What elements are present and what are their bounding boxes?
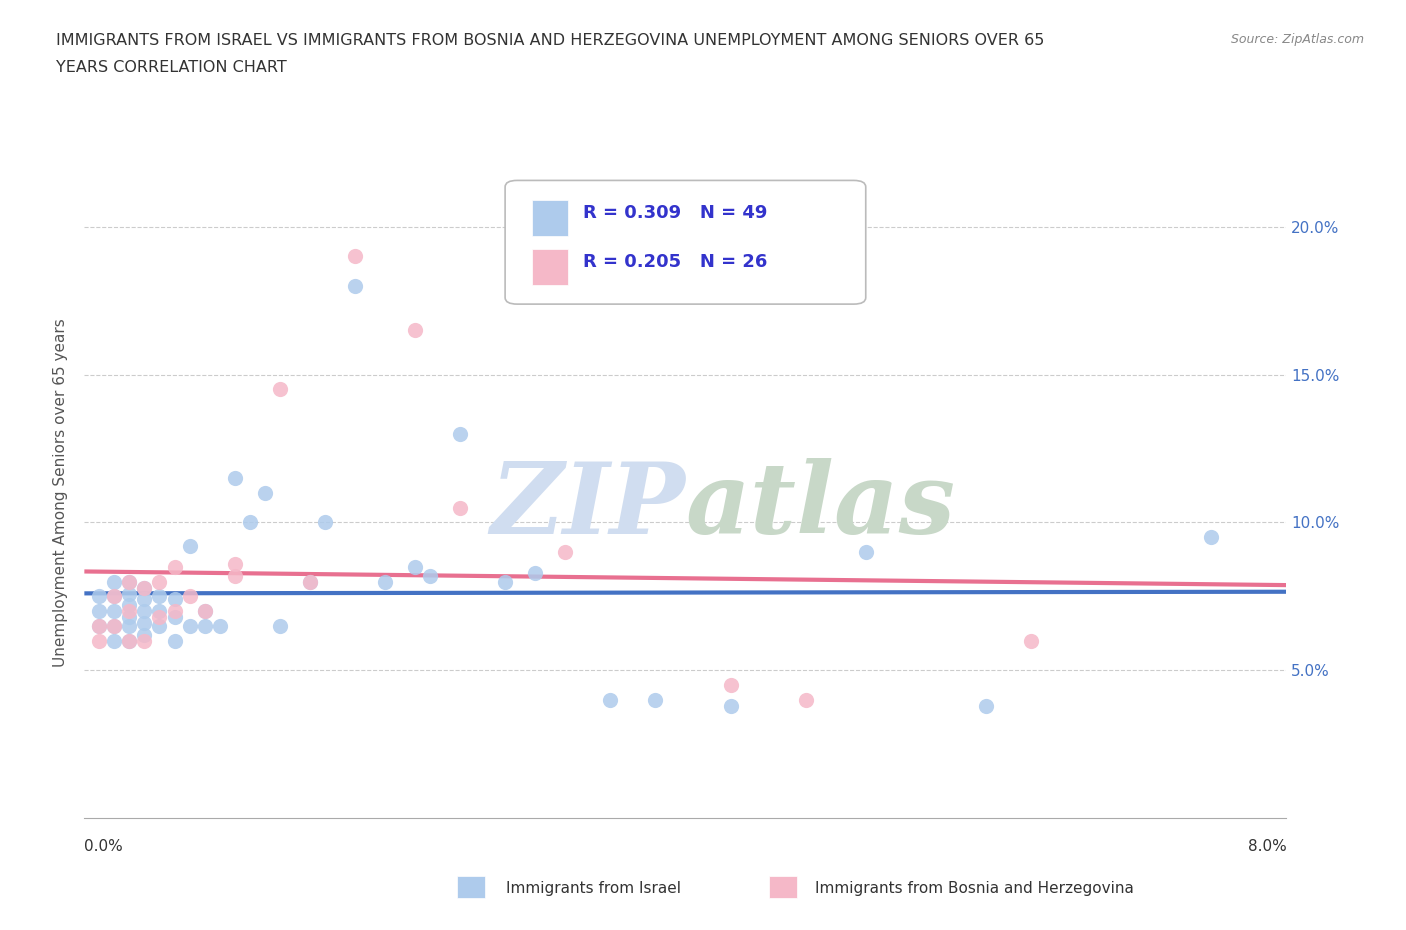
Point [404,560,426,575]
Point [103,633,125,648]
Point [103,589,125,604]
Text: ZIP: ZIP [491,458,686,554]
Point [374,574,396,589]
Point [89,618,111,633]
Point [134,604,156,618]
Point [89,633,111,648]
Point [148,574,170,589]
Text: Source: ZipAtlas.com: Source: ZipAtlas.com [1230,33,1364,46]
Bar [531,200,568,236]
Point [148,604,170,618]
Point [134,616,156,631]
Point [298,574,321,589]
Point [163,610,186,625]
Point [855,545,877,560]
Point [269,618,291,633]
Point [974,698,997,713]
Text: 8.0%: 8.0% [1247,839,1286,854]
Point [449,500,471,515]
Point [103,618,125,633]
Point [269,382,291,397]
Point [118,586,141,601]
Text: Immigrants from Bosnia and Herzegovina: Immigrants from Bosnia and Herzegovina [815,881,1135,896]
Point [449,426,471,441]
Point [224,471,246,485]
Text: atlas: atlas [686,458,956,554]
Point [134,592,156,607]
Point [134,580,156,595]
Point [494,574,516,589]
Point [118,574,141,589]
Point [103,574,125,589]
Point [253,485,276,500]
Point [118,633,141,648]
Point [298,574,321,589]
Point [148,589,170,604]
Point [599,693,621,708]
Text: R = 0.205   N = 26: R = 0.205 N = 26 [583,253,768,271]
Bar [769,876,797,898]
Point [163,592,186,607]
Point [163,604,186,618]
Point [239,515,262,530]
Point [644,693,666,708]
Point [224,568,246,583]
Point [524,565,547,580]
Point [208,618,231,633]
Point [554,545,576,560]
Point [720,698,742,713]
Point [343,278,366,293]
Point [404,323,426,338]
Point [134,628,156,643]
Point [194,604,217,618]
Text: R = 0.309   N = 49: R = 0.309 N = 49 [583,204,768,222]
Point [134,580,156,595]
Point [1019,633,1042,648]
Point [118,574,141,589]
Point [118,618,141,633]
Point [179,538,201,553]
Point [163,633,186,648]
Point [148,618,170,633]
FancyBboxPatch shape [505,180,866,304]
Point [194,604,217,618]
Point [134,633,156,648]
Point [103,604,125,618]
Point [419,568,441,583]
Point [794,693,817,708]
Point [89,589,111,604]
Y-axis label: Unemployment Among Seniors over 65 years: Unemployment Among Seniors over 65 years [53,319,69,668]
Text: Immigrants from Israel: Immigrants from Israel [506,881,681,896]
Point [118,633,141,648]
Point [148,610,170,625]
Point [163,560,186,575]
Text: YEARS CORRELATION CHART: YEARS CORRELATION CHART [56,60,287,75]
Point [314,515,336,530]
Point [720,678,742,693]
Point [118,598,141,613]
Bar [531,249,568,285]
Point [224,556,246,571]
Text: 0.0%: 0.0% [84,839,124,854]
Point [103,589,125,604]
Point [89,604,111,618]
Bar [457,876,485,898]
Point [343,248,366,263]
Point [118,604,141,618]
Point [89,618,111,633]
Point [118,610,141,625]
Text: IMMIGRANTS FROM ISRAEL VS IMMIGRANTS FROM BOSNIA AND HERZEGOVINA UNEMPLOYMENT AM: IMMIGRANTS FROM ISRAEL VS IMMIGRANTS FRO… [56,33,1045,47]
Point [194,618,217,633]
Point [1201,530,1223,545]
Point [179,618,201,633]
Point [179,589,201,604]
Point [103,618,125,633]
